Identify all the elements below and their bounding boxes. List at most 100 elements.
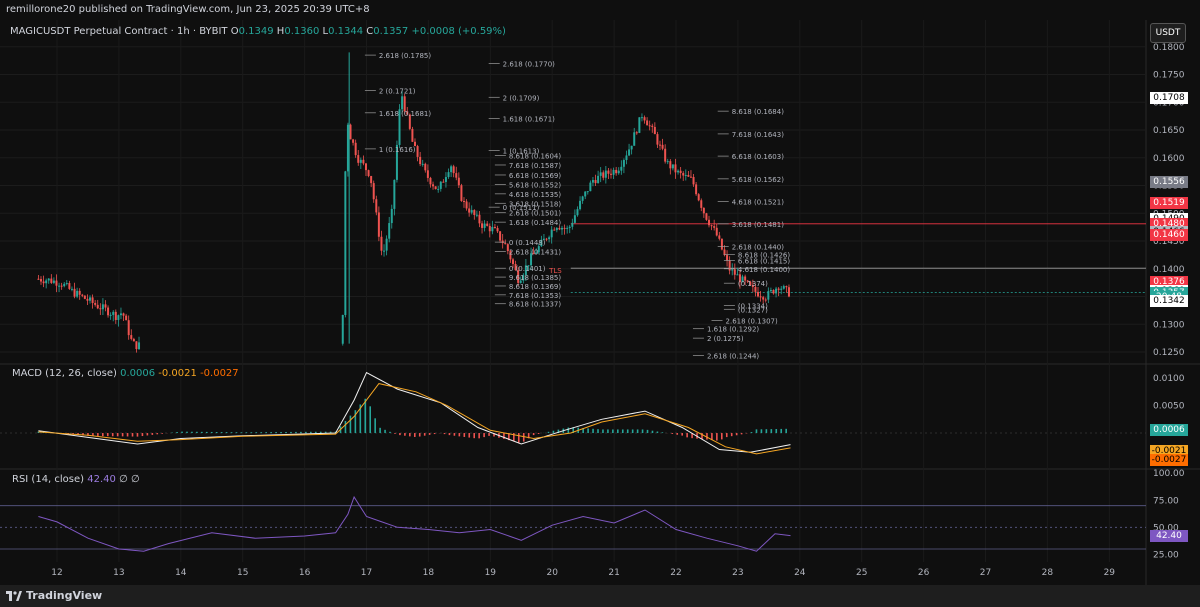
candle-body: [625, 155, 628, 161]
time-tick-label: 28: [1042, 568, 1054, 578]
time-tick-label: 15: [237, 568, 248, 578]
candle-body: [109, 314, 112, 316]
price-tick-label: 0.1300: [1153, 320, 1185, 330]
chart-svg[interactable]: 0.12500.13000.13500.14000.14500.15000.15…: [0, 20, 1200, 585]
candle-body: [470, 210, 473, 213]
candle-body: [119, 313, 122, 316]
candle-body: [385, 238, 388, 251]
rsi-tick-label: 75.00: [1153, 496, 1179, 506]
symbol-label[interactable]: MAGICUSDT Perpetual Contract · 1h · BYBI…: [10, 26, 228, 37]
price-tick-label: 0.1650: [1153, 126, 1185, 136]
macd-value-2: -0.0021: [158, 368, 197, 379]
fib-level-label: 1 (0.1613): [503, 148, 540, 156]
brand-label[interactable]: TradingView: [26, 589, 103, 602]
candle-body: [86, 298, 89, 301]
candle-body: [687, 174, 690, 177]
candle-body: [462, 200, 465, 202]
candle-body: [73, 288, 76, 297]
candle-body: [640, 117, 643, 119]
chart-panel[interactable]: 0.12500.13000.13500.14000.14500.15000.15…: [0, 20, 1200, 585]
time-tick-label: 13: [113, 568, 124, 578]
candle-body: [364, 163, 367, 171]
candle-body: [377, 212, 380, 237]
candle-body: [411, 128, 414, 142]
candle-body: [715, 227, 718, 236]
candle-body: [646, 120, 649, 126]
candle-body: [359, 159, 362, 163]
candle-body: [775, 288, 778, 294]
rsi-label[interactable]: RSI (14, close): [12, 474, 85, 485]
candle-body: [452, 166, 455, 174]
candle-body: [550, 229, 553, 238]
candle-body: [720, 238, 723, 250]
fib-level-label: 7.618 (0.1353): [509, 292, 561, 300]
low-label: L: [322, 26, 329, 37]
candle-body: [60, 285, 63, 287]
time-tick-label: 24: [794, 568, 806, 578]
candle-body: [132, 338, 135, 342]
candle-body: [344, 171, 347, 315]
low-value: 0.1344: [328, 26, 364, 37]
candle-body: [434, 186, 437, 190]
candle-body: [589, 182, 592, 192]
candle-body: [573, 215, 576, 223]
fib-level-label: 3.618 (0.1518): [509, 200, 561, 208]
macd-legend: MACD (12, 26, close) 0.0006 -0.0021 -0.0…: [12, 368, 239, 379]
fib-level-label: 8.618 (0.1604): [509, 153, 561, 161]
candle-body: [83, 295, 86, 299]
candle-body: [432, 184, 435, 187]
candle-body: [473, 210, 476, 215]
candle-body: [76, 290, 79, 297]
fib-level-label: 8.618 (0.1684): [732, 108, 784, 116]
macd-hist-badge: -0.0027: [1150, 453, 1188, 466]
candle-body: [491, 226, 494, 232]
candle-body: [52, 280, 55, 283]
fib-level-label: 4.618 (0.1521): [732, 199, 784, 207]
time-tick-label: 17: [361, 568, 372, 578]
candle-body: [542, 238, 545, 240]
fib-level-label: 3.618 (0.1481): [732, 221, 784, 229]
candle-body: [610, 173, 613, 175]
candle-body: [643, 117, 646, 121]
candle-body: [561, 227, 564, 230]
candle-body: [406, 111, 409, 115]
candle-body: [723, 249, 726, 256]
currency-button[interactable]: USDT: [1150, 23, 1186, 43]
candle-body: [483, 223, 486, 228]
candle-body: [130, 335, 133, 339]
candle-body: [101, 304, 104, 310]
candle-body: [450, 166, 453, 173]
price-scale-badge: 0.1519: [1150, 196, 1188, 209]
price-tick-label: 0.1800: [1153, 43, 1185, 53]
candle-body: [127, 320, 130, 336]
candle-body: [682, 173, 685, 176]
rsi-tick-label: 100.00: [1153, 469, 1185, 479]
macd-label[interactable]: MACD (12, 26, close): [12, 368, 117, 379]
candle-body: [42, 281, 45, 284]
candle-body: [568, 226, 571, 228]
price-tick-label: 0.1600: [1153, 154, 1185, 164]
candle-body: [68, 283, 71, 289]
tradingview-logo-icon: [6, 591, 22, 601]
time-tick-label: 21: [608, 568, 619, 578]
candle-body: [341, 314, 344, 344]
candle-body: [622, 160, 625, 167]
candle-body: [357, 155, 360, 163]
candle-body: [89, 297, 92, 301]
time-tick-label: 19: [485, 568, 497, 578]
candle-body: [349, 124, 352, 140]
candle-body: [780, 288, 783, 290]
rsi-tick-label: 50.00: [1153, 523, 1179, 533]
candle-body: [45, 280, 48, 284]
candle-body: [362, 159, 365, 164]
price-scale-badge: 0.1556: [1150, 176, 1188, 189]
candle-body: [117, 315, 120, 320]
candle-body: [398, 109, 401, 145]
candle-body: [555, 227, 558, 231]
macd-tick-label: 0.0050: [1153, 402, 1185, 412]
candle-body: [633, 132, 636, 146]
fib-level-label: 0 (0.1401): [509, 265, 546, 273]
candle-body: [437, 188, 440, 190]
candle-body: [517, 270, 520, 283]
time-tick-label: 14: [175, 568, 187, 578]
